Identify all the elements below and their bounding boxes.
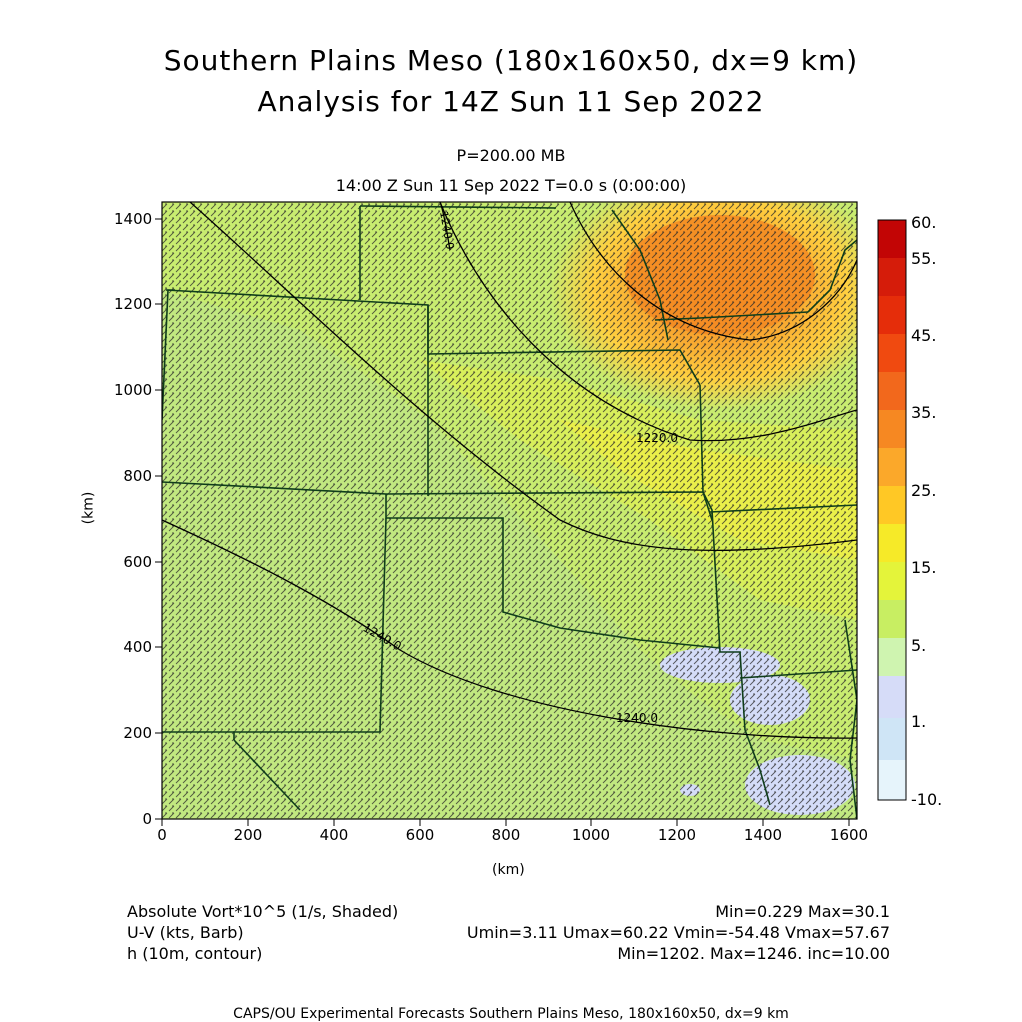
x-tick-1000: 1000: [571, 826, 611, 844]
colorbar-label-5: 5.: [911, 636, 927, 655]
map-subtitle: Analysis for 14Z Sun 11 Sep 2022: [257, 85, 765, 118]
x-tick-600: 600: [405, 826, 435, 844]
y-tick-1000: 1000: [114, 381, 153, 399]
footer-credit: CAPS/OU Experimental Forecasts Southern …: [233, 1006, 789, 1022]
y-tick-800: 800: [123, 467, 152, 485]
vorticity-field: [162, 202, 857, 819]
y-tick-600: 600: [123, 553, 152, 571]
colorbar: [877, 219, 907, 801]
field3-name: h (10m, contour): [127, 944, 263, 963]
y-tick-1400: 1400: [114, 210, 153, 228]
field1-stats: Min=0.229 Max=30.1: [715, 902, 890, 921]
x-tick-1600: 1600: [829, 826, 869, 844]
x-tick-1200: 1200: [657, 826, 697, 844]
x-axis-label: (km): [492, 862, 525, 878]
colorbar-label-35: 35.: [911, 403, 937, 422]
y-axis-label: (km): [80, 491, 97, 525]
state-borders: [162, 205, 857, 819]
plot-frame: [161, 201, 858, 820]
pressure-level: P=200.00 MB: [456, 146, 566, 165]
contour-label-1220: 1220.0: [636, 431, 678, 445]
y-tick-400: 400: [123, 638, 152, 656]
colorbar-label-minus10: -10.: [911, 790, 943, 809]
y-tick-1200: 1200: [114, 295, 153, 313]
x-tick-200: 200: [233, 826, 263, 844]
x-tick-0: 0: [157, 826, 167, 844]
colorbar-label-15: 15.: [911, 558, 937, 577]
x-tick-1400: 1400: [743, 826, 783, 844]
x-tick-400: 400: [319, 826, 349, 844]
valid-time: 14:00 Z Sun 11 Sep 2022 T=0.0 s (0:00:00…: [335, 176, 687, 195]
y-tick-0: 0: [142, 810, 152, 828]
colorbar-label-1: 1.: [911, 712, 927, 731]
map-title: Southern Plains Meso (180x160x50, dx=9 k…: [163, 44, 859, 77]
colorbar-label-60: 60.: [911, 213, 937, 232]
field2-stats: Umin=3.11 Umax=60.22 Vmin=-54.48 Vmax=57…: [466, 923, 890, 942]
field3-stats: Min=1202. Max=1246. inc=10.00: [617, 944, 890, 963]
axis-ticks: [155, 218, 850, 826]
colorbar-label-55: 55.: [911, 249, 937, 268]
contour-label-1240-b: 1240.0: [616, 711, 658, 725]
field1-name: Absolute Vort*10^5 (1/s, Shaded): [127, 902, 399, 921]
colorbar-label-45: 45.: [911, 326, 937, 345]
colorbar-label-25: 25.: [911, 481, 937, 500]
field2-name: U-V (kts, Barb): [127, 923, 244, 942]
height-contours: [162, 202, 857, 739]
y-tick-200: 200: [123, 724, 152, 742]
x-tick-800: 800: [491, 826, 521, 844]
